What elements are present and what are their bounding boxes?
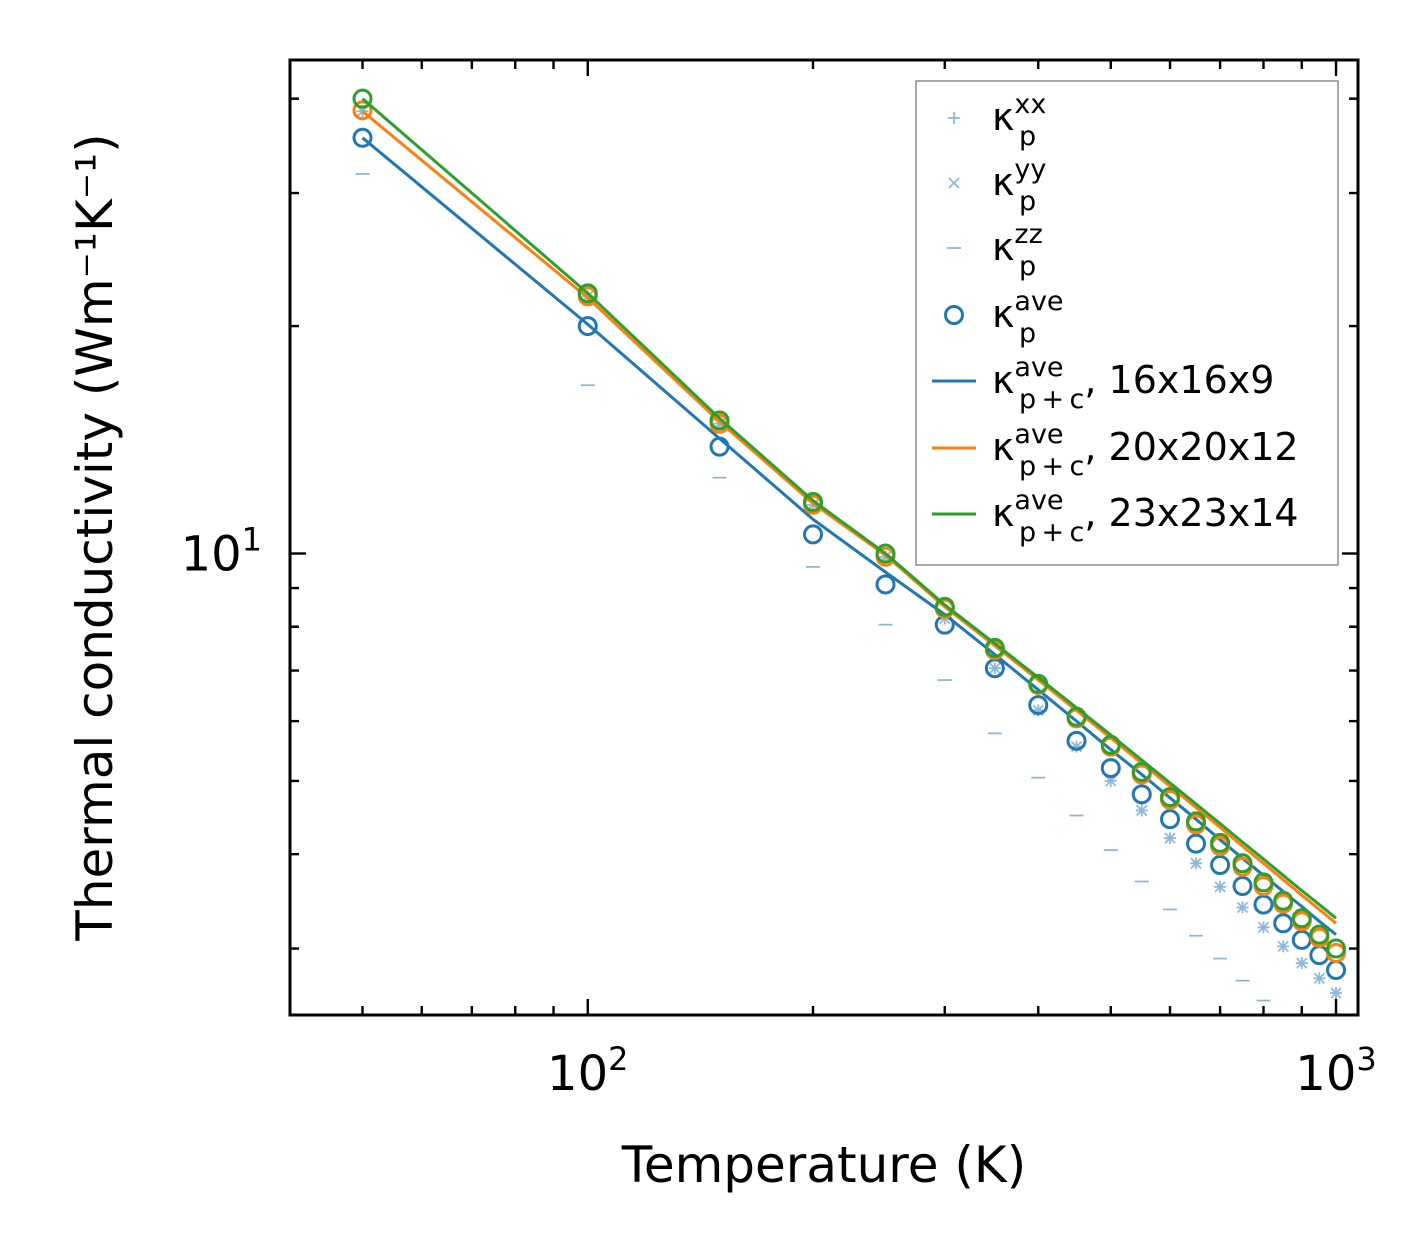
data-point-kp_ave_grid2_markers [352,100,373,121]
data-point-kp_ave [1100,758,1121,779]
legend-entry-kp_xx: κxx p [948,89,1046,152]
data-point-kp_ave_grid3_markers [1131,761,1152,782]
series-kpc_23 [361,97,1337,920]
legend-label-kpc_20: κave p + c, 20x20x12 [992,419,1299,482]
data-point-kp_ave_grid3_markers [1291,908,1312,929]
data-point-kp_ave [875,574,896,595]
legend-label-kp_yy: κyy p [992,154,1046,217]
data-point-kp_ave_grid3_markers [1100,734,1121,755]
series-kpc_16 [361,136,1337,936]
data-point-kp_ave_grid3_markers [577,283,598,304]
data-point-kp_yy [1214,881,1226,893]
data-point-kp_ave_grid3_markers [984,637,1005,658]
data-point-kp_ave_grid3_markers [1232,853,1253,874]
data-point-kp_yy [989,662,1001,674]
data-point-kp_ave [709,436,730,457]
legend-entry-kp_ave: κave p [944,286,1064,349]
data-point-kp_ave [1131,784,1152,805]
data-point-kp_ave_grid3_markers [1273,890,1294,911]
data-point-kp_ave_grid3_markers [709,410,730,431]
data-point-kp_ave [352,127,373,148]
data-point-kp_ave_grid3_markers [803,491,824,512]
legend-label-kp_xx: κxx p [992,89,1046,152]
series-kp_ave_grid3_markers [352,88,1347,959]
data-point-kp_ave [1186,833,1207,854]
legend-entry-kp_zz: κzz p [947,219,1043,282]
data-point-kp_ave [1291,929,1312,950]
data-point-kp_yy [1277,940,1289,953]
data-point-kp_ave [1273,913,1294,934]
data-point-kp_yy [1313,972,1325,984]
series-line-kpc_16 [361,136,1337,936]
data-point-kp_yy [1236,901,1249,914]
data-point-kp_ave [803,524,824,545]
series-layer [352,88,1347,1002]
data-point-kp_yy [1257,921,1270,934]
data-point-kp_ave_grid3_markers [934,596,955,617]
legend-entry-kpc_23: κave p + c, 23x23x14 [932,485,1299,548]
x-tick-label: 102 [547,1040,628,1102]
y-axis-label: Thermal conductivity (Wm⁻¹K⁻¹) [66,133,124,941]
legend-label-kpc_23: κave p + c, 23x23x14 [992,485,1299,548]
data-point-kp_ave_grid3_markers [1066,706,1087,727]
data-point-kp_yy [1190,857,1202,869]
series-line-kpc_20 [361,110,1337,925]
tick-labels: 102 103 101 [181,521,1377,1102]
data-point-kp_ave [1309,945,1330,966]
data-point-kp_ave_grid3_markers [875,543,896,564]
data-point-kp_yy [1296,957,1308,969]
data-point-kp_ave [577,316,598,337]
legend-label-kp_ave: κave p [992,286,1064,349]
data-point-kp_ave [1028,695,1049,716]
x-tick-label: 103 [1295,1040,1376,1102]
data-point-kp_yy [1105,775,1117,787]
data-point-kp_yy [1136,804,1148,817]
axes-frame [288,58,1360,1017]
data-point-kp_ave_grid3_markers [1253,872,1274,893]
legend-marker-kp_ave [944,305,964,325]
data-point-kp_ave [1232,876,1253,897]
data-point-kp_ave_grid3_markers [1028,673,1049,694]
legend-box [915,80,1339,566]
y-tick-label: 101 [181,521,262,583]
legend-marker-kp_xx [948,112,960,124]
data-point-kp_ave_grid3_markers [1326,938,1347,959]
legend-entry-kp_yy: κyy p [948,154,1046,217]
legend-entry-kpc_16: κave p + c, 16x16x9 [932,352,1274,415]
legend-label-kp_zz: κzz p [992,219,1043,282]
data-point-kp_yy [1330,987,1342,999]
plot-area [288,58,1360,1017]
data-point-kp_ave [1210,854,1231,875]
series-line-kpc_23 [361,97,1337,920]
data-point-kp_ave_grid3_markers [1309,924,1330,945]
tick-layer [290,60,1358,1015]
legend-label-kpc_16: κave p + c, 16x16x9 [992,352,1274,415]
series-kp_zz [355,173,1271,1002]
data-point-kp_yy [1164,832,1176,844]
data-point-kp_ave [1160,809,1181,830]
series-kpc_20 [361,110,1337,925]
data-point-kp_ave_grid3_markers [1160,787,1181,808]
data-point-kp_ave_grid3_markers [352,88,373,109]
legend-marker-kp_yy [948,177,960,189]
x-axis-label: Temperature (K) [621,1136,1026,1194]
data-point-kp_ave_grid3_markers [1186,811,1207,832]
data-point-kp_ave [1253,894,1274,915]
data-point-kp_ave [1326,960,1347,981]
data-point-kp_ave [1066,730,1087,751]
legend-entry-kpc_20: κave p + c, 20x20x12 [932,419,1299,482]
data-point-kp_ave_grid3_markers [1210,832,1231,853]
